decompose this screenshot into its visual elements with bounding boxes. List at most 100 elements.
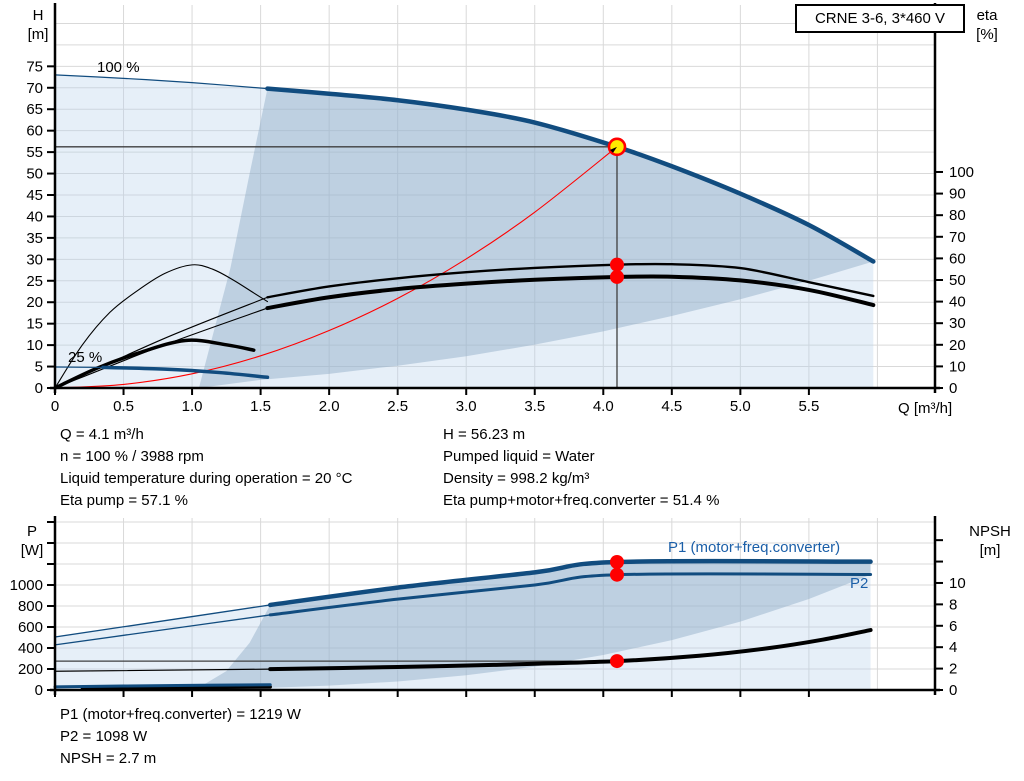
y-tick-label: 45 — [26, 187, 43, 204]
x-tick-label: 3.0 — [456, 398, 477, 415]
y2-tick-label: 30 — [949, 315, 966, 332]
y-tick-label: 0 — [35, 380, 43, 397]
y-tick-label: 65 — [26, 101, 43, 118]
info-temperature: Liquid temperature during operation = 20… — [60, 470, 353, 487]
p-axis-label: P — [26, 523, 37, 540]
y-tick-label: 60 — [26, 123, 43, 140]
operating-point-pointer — [609, 146, 617, 153]
y-tick-label: 1000 — [10, 577, 43, 594]
eta-pump-point — [609, 257, 624, 272]
y2-tick-label: 2 — [949, 661, 957, 678]
y-tick-label: 55 — [26, 144, 43, 161]
y-tick-label: 200 — [18, 661, 43, 678]
y2-tick-label: 80 — [949, 207, 966, 224]
info-liquid: Pumped liquid = Water — [443, 448, 595, 465]
y-tick-label: 10 — [26, 337, 43, 354]
chart-annotation: 25 % — [68, 349, 102, 366]
duty-info-left: Q = 4.1 m³/h n = 100 % / 3988 rpm Liquid… — [60, 424, 352, 512]
y-tick-label: 5 — [35, 359, 43, 376]
pump-title-box: CRNE 3-6, 3*460 V — [795, 4, 965, 33]
y-tick-label: 75 — [26, 58, 43, 75]
duty-info-right: H = 56.23 m Pumped liquid = Water Densit… — [443, 424, 719, 512]
y-tick-label: 40 — [26, 208, 43, 225]
y2-tick-label: 8 — [949, 596, 957, 613]
y-tick-label: 800 — [18, 598, 43, 615]
info-p1: P1 (motor+freq.converter) = 1219 W — [60, 706, 301, 723]
p-25pct-blue-curve — [53, 683, 272, 689]
p2-lead-curve — [54, 614, 271, 646]
y2-tick-label: 60 — [949, 250, 966, 267]
y-tick-label: 30 — [26, 251, 43, 268]
pump-title: CRNE 3-6, 3*460 V — [814, 10, 946, 27]
y2-tick-label: 100 — [949, 164, 974, 181]
eta-axis-unit: [%] — [976, 26, 998, 43]
y2-tick-label: 20 — [949, 337, 966, 354]
x-tick-label: 0 — [51, 398, 59, 415]
x-tick-label: 2.0 — [319, 398, 340, 415]
eta-total-lead-curve — [54, 307, 269, 389]
y-tick-label: 50 — [26, 166, 43, 183]
npsh-point — [609, 654, 624, 669]
y2-tick-label: 0 — [949, 682, 957, 699]
x-tick-label: 3.5 — [524, 398, 545, 415]
npsh-lead-curve — [54, 668, 271, 672]
eta-total-100pct-curve — [265, 274, 876, 311]
p2-point — [609, 567, 624, 582]
x-tick-label: 0.5 — [113, 398, 134, 415]
info-npsh: NPSH = 2.7 m — [60, 750, 157, 767]
affinity-parabola-curve — [54, 146, 618, 389]
info-density: Density = 998.2 kg/m³ — [443, 470, 590, 487]
p-axis-unit: [W] — [20, 542, 44, 559]
q-axis-unit: Q [m³/h] — [898, 400, 953, 417]
y2-tick-label: 6 — [949, 618, 957, 635]
y2-tick-label: 40 — [949, 294, 966, 311]
info-eta-pump: Eta pump = 57.1 % — [60, 492, 188, 509]
x-tick-label: 1.5 — [250, 398, 271, 415]
p1-point — [609, 554, 624, 569]
chart-annotation: 100 % — [97, 59, 140, 76]
p1-lead-curve — [54, 604, 271, 638]
power-info: P1 (motor+freq.converter) = 1219 W P2 = … — [60, 704, 301, 770]
info-head: H = 56.23 m — [443, 426, 526, 443]
chart-annotation: P1 (motor+freq.converter) — [668, 539, 840, 556]
y2-tick-label: 10 — [949, 358, 966, 375]
y-tick-label: 20 — [26, 294, 43, 311]
qh-25pct-curve — [101, 365, 270, 380]
info-flow: Q = 4.1 m³/h — [60, 426, 144, 443]
h-axis-label: H — [32, 7, 44, 24]
y2-tick-label: 90 — [949, 186, 966, 203]
y-tick-label: 25 — [26, 273, 43, 290]
qh-100pct-curve — [265, 86, 876, 264]
y-tick-label: 0 — [35, 682, 43, 699]
eta-pump-100pct-curve — [266, 262, 875, 299]
p1-100pct-curve — [267, 558, 873, 608]
y-tick-label: 400 — [18, 640, 43, 657]
npsh-axis-unit: [m] — [979, 542, 1001, 559]
x-tick-label: 5.5 — [798, 398, 819, 415]
y-tick-label: 35 — [26, 230, 43, 247]
y-tick-label: 70 — [26, 80, 43, 97]
p-25pct-black-curve — [80, 685, 272, 691]
y2-tick-label: 50 — [949, 272, 966, 289]
x-tick-label: 1.0 — [182, 398, 203, 415]
chart-annotation: P2 — [850, 575, 868, 592]
y2-tick-label: 0 — [949, 380, 957, 397]
info-eta-total: Eta pump+motor+freq.converter = 51.4 % — [443, 492, 720, 509]
y2-tick-label: 4 — [949, 639, 957, 656]
x-tick-label: 4.5 — [661, 398, 682, 415]
x-tick-label: 2.5 — [387, 398, 408, 415]
duty-range-light — [55, 74, 874, 388]
h-axis-unit: [m] — [27, 26, 49, 43]
eta-total-point — [609, 269, 624, 284]
x-tick-label: 5.0 — [730, 398, 751, 415]
eta-pump-lead-curve — [54, 296, 269, 389]
eta-axis-label: eta — [976, 7, 998, 24]
y-tick-label: 15 — [26, 316, 43, 333]
eta-pump-25pct-curve — [54, 264, 269, 389]
qh-100pct-lead-curve — [54, 74, 269, 90]
info-speed: n = 100 % / 3988 rpm — [60, 448, 204, 465]
y2-tick-label: 70 — [949, 229, 966, 246]
p2-100pct-curve — [268, 572, 873, 617]
